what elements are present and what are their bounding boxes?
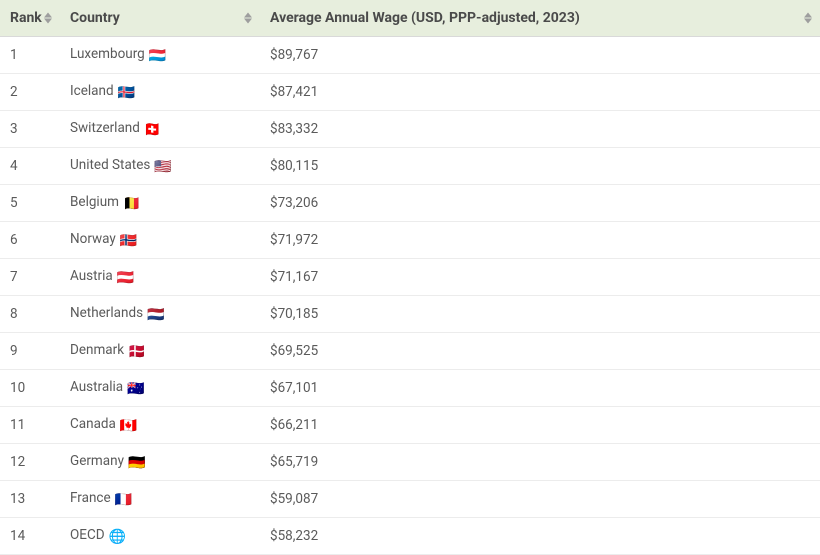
table-row: 6Norway🇳🇴$71,972 bbox=[0, 222, 820, 259]
cell-country: France🇫🇷 bbox=[60, 481, 260, 518]
cell-wage: $80,115 bbox=[260, 148, 820, 185]
cell-country: Canada🇨🇦 bbox=[60, 407, 260, 444]
cell-rank: 12 bbox=[0, 444, 60, 481]
country-name: Canada bbox=[70, 416, 116, 432]
wage-table: Rank Country Average Annual Wage (USD, P… bbox=[0, 0, 820, 555]
cell-rank: 14 bbox=[0, 518, 60, 555]
country-name: Iceland bbox=[70, 83, 114, 99]
country-name: OECD bbox=[70, 527, 105, 543]
flag-icon: 🇱🇺 bbox=[149, 48, 166, 64]
col-header-rank-label: Rank bbox=[10, 10, 42, 26]
country-name: Australia bbox=[70, 379, 123, 395]
cell-rank: 13 bbox=[0, 481, 60, 518]
country-name: Luxembourg bbox=[70, 46, 145, 62]
country-name: Germany bbox=[70, 453, 124, 469]
cell-rank: 10 bbox=[0, 370, 60, 407]
col-header-wage-label: Average Annual Wage (USD, PPP-adjusted, … bbox=[270, 10, 580, 26]
col-header-country[interactable]: Country bbox=[60, 0, 260, 37]
table-row: 8Netherlands🇳🇱$70,185 bbox=[0, 296, 820, 333]
cell-rank: 5 bbox=[0, 185, 60, 222]
flag-icon: 🇺🇸 bbox=[154, 159, 171, 175]
cell-rank: 7 bbox=[0, 259, 60, 296]
flag-icon: 🇳🇴 bbox=[120, 233, 137, 249]
cell-country: Denmark🇩🇰 bbox=[60, 333, 260, 370]
col-header-rank[interactable]: Rank bbox=[0, 0, 60, 37]
country-name: Switzerland bbox=[70, 120, 140, 136]
cell-wage: $69,525 bbox=[260, 333, 820, 370]
flag-icon: 🇮🇸 bbox=[118, 85, 135, 101]
flag-icon: 🇧🇪 bbox=[123, 196, 140, 212]
cell-rank: 6 bbox=[0, 222, 60, 259]
country-name: Belgium bbox=[70, 194, 119, 210]
cell-country: OECD🌐 bbox=[60, 518, 260, 555]
cell-rank: 8 bbox=[0, 296, 60, 333]
table-row: 12Germany🇩🇪$65,719 bbox=[0, 444, 820, 481]
table-row: 9Denmark🇩🇰$69,525 bbox=[0, 333, 820, 370]
table-row: 5Belgium🇧🇪$73,206 bbox=[0, 185, 820, 222]
cell-wage: $73,206 bbox=[260, 185, 820, 222]
cell-country: Germany🇩🇪 bbox=[60, 444, 260, 481]
cell-rank: 11 bbox=[0, 407, 60, 444]
table-row: 7Austria🇦🇹$71,167 bbox=[0, 259, 820, 296]
cell-country: Switzerland🇨🇭 bbox=[60, 111, 260, 148]
country-name: United States bbox=[70, 157, 150, 173]
cell-wage: $71,972 bbox=[260, 222, 820, 259]
flag-icon: 🇦🇹 bbox=[117, 270, 134, 286]
table-row: 11Canada🇨🇦$66,211 bbox=[0, 407, 820, 444]
table-row: 13France🇫🇷$59,087 bbox=[0, 481, 820, 518]
cell-wage: $59,087 bbox=[260, 481, 820, 518]
sort-icon[interactable] bbox=[804, 13, 812, 24]
table-row: 1Luxembourg🇱🇺$89,767 bbox=[0, 37, 820, 74]
table-row: 14OECD🌐$58,232 bbox=[0, 518, 820, 555]
flag-icon: 🇫🇷 bbox=[115, 492, 132, 508]
country-name: Norway bbox=[70, 231, 116, 247]
table-header-row: Rank Country Average Annual Wage (USD, P… bbox=[0, 0, 820, 37]
flag-icon: 🇨🇦 bbox=[120, 418, 137, 434]
cell-country: Netherlands🇳🇱 bbox=[60, 296, 260, 333]
flag-icon: 🇦🇺 bbox=[127, 381, 144, 397]
table-row: 4United States🇺🇸$80,115 bbox=[0, 148, 820, 185]
flag-icon: 🌐 bbox=[109, 529, 126, 545]
cell-wage: $83,332 bbox=[260, 111, 820, 148]
cell-wage: $58,232 bbox=[260, 518, 820, 555]
table-row: 10Australia🇦🇺$67,101 bbox=[0, 370, 820, 407]
flag-icon: 🇩🇪 bbox=[128, 455, 145, 471]
sort-icon[interactable] bbox=[244, 13, 252, 24]
table-row: 3Switzerland🇨🇭$83,332 bbox=[0, 111, 820, 148]
cell-rank: 1 bbox=[0, 37, 60, 74]
cell-rank: 4 bbox=[0, 148, 60, 185]
table-body: 1Luxembourg🇱🇺$89,7672Iceland🇮🇸$87,4213Sw… bbox=[0, 37, 820, 555]
cell-country: Norway🇳🇴 bbox=[60, 222, 260, 259]
cell-country: Iceland🇮🇸 bbox=[60, 74, 260, 111]
cell-wage: $65,719 bbox=[260, 444, 820, 481]
country-name: Netherlands bbox=[70, 305, 143, 321]
sort-icon[interactable] bbox=[44, 13, 52, 24]
country-name: France bbox=[70, 490, 111, 506]
cell-wage: $71,167 bbox=[260, 259, 820, 296]
cell-wage: $66,211 bbox=[260, 407, 820, 444]
col-header-wage[interactable]: Average Annual Wage (USD, PPP-adjusted, … bbox=[260, 0, 820, 37]
cell-country: Austria🇦🇹 bbox=[60, 259, 260, 296]
cell-rank: 9 bbox=[0, 333, 60, 370]
flag-icon: 🇩🇰 bbox=[128, 344, 145, 360]
cell-wage: $67,101 bbox=[260, 370, 820, 407]
table-row: 2Iceland🇮🇸$87,421 bbox=[0, 74, 820, 111]
cell-rank: 2 bbox=[0, 74, 60, 111]
flag-icon: 🇳🇱 bbox=[147, 307, 164, 323]
cell-wage: $89,767 bbox=[260, 37, 820, 74]
cell-country: Luxembourg🇱🇺 bbox=[60, 37, 260, 74]
cell-country: United States🇺🇸 bbox=[60, 148, 260, 185]
cell-wage: $70,185 bbox=[260, 296, 820, 333]
flag-icon: 🇨🇭 bbox=[144, 122, 161, 138]
cell-wage: $87,421 bbox=[260, 74, 820, 111]
cell-rank: 3 bbox=[0, 111, 60, 148]
cell-country: Belgium🇧🇪 bbox=[60, 185, 260, 222]
country-name: Denmark bbox=[70, 342, 124, 358]
col-header-country-label: Country bbox=[70, 10, 120, 26]
cell-country: Australia🇦🇺 bbox=[60, 370, 260, 407]
country-name: Austria bbox=[70, 268, 113, 284]
